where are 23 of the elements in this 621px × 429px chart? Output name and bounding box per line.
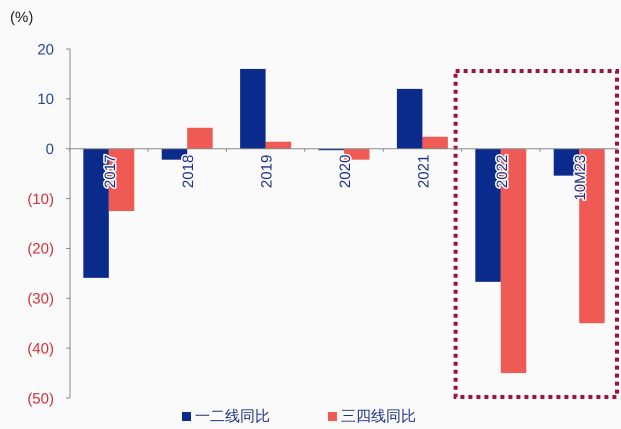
y-tick-label: (10) bbox=[27, 190, 54, 208]
x-tick-label: 2022 bbox=[494, 154, 511, 188]
bar bbox=[240, 68, 266, 149]
y-tick-label: (50) bbox=[27, 390, 54, 408]
y-tick-label: 0 bbox=[46, 140, 54, 158]
x-tick-label: 2017 bbox=[102, 154, 119, 188]
y-tick-label: (30) bbox=[27, 290, 54, 308]
y-tick-label: (40) bbox=[27, 340, 54, 358]
y-tick-label: (20) bbox=[27, 240, 54, 258]
x-tick-label: 10M23 bbox=[572, 154, 590, 201]
bar bbox=[266, 142, 292, 149]
bar bbox=[422, 136, 448, 149]
y-axis-title: (%) bbox=[10, 9, 34, 26]
legend-label: 一二线同比 bbox=[195, 408, 270, 425]
x-tick-label: 2019 bbox=[258, 154, 276, 188]
y-tick-label: 20 bbox=[37, 41, 54, 58]
x-tick-label: 2021 bbox=[415, 154, 432, 188]
bar bbox=[396, 88, 422, 149]
x-tick-label: 2020 bbox=[337, 154, 354, 188]
x-tick-label: 2018 bbox=[180, 154, 198, 188]
y-tick-label: 10 bbox=[37, 91, 54, 108]
bar bbox=[187, 128, 213, 149]
legend-label: 三四线同比 bbox=[341, 408, 416, 425]
